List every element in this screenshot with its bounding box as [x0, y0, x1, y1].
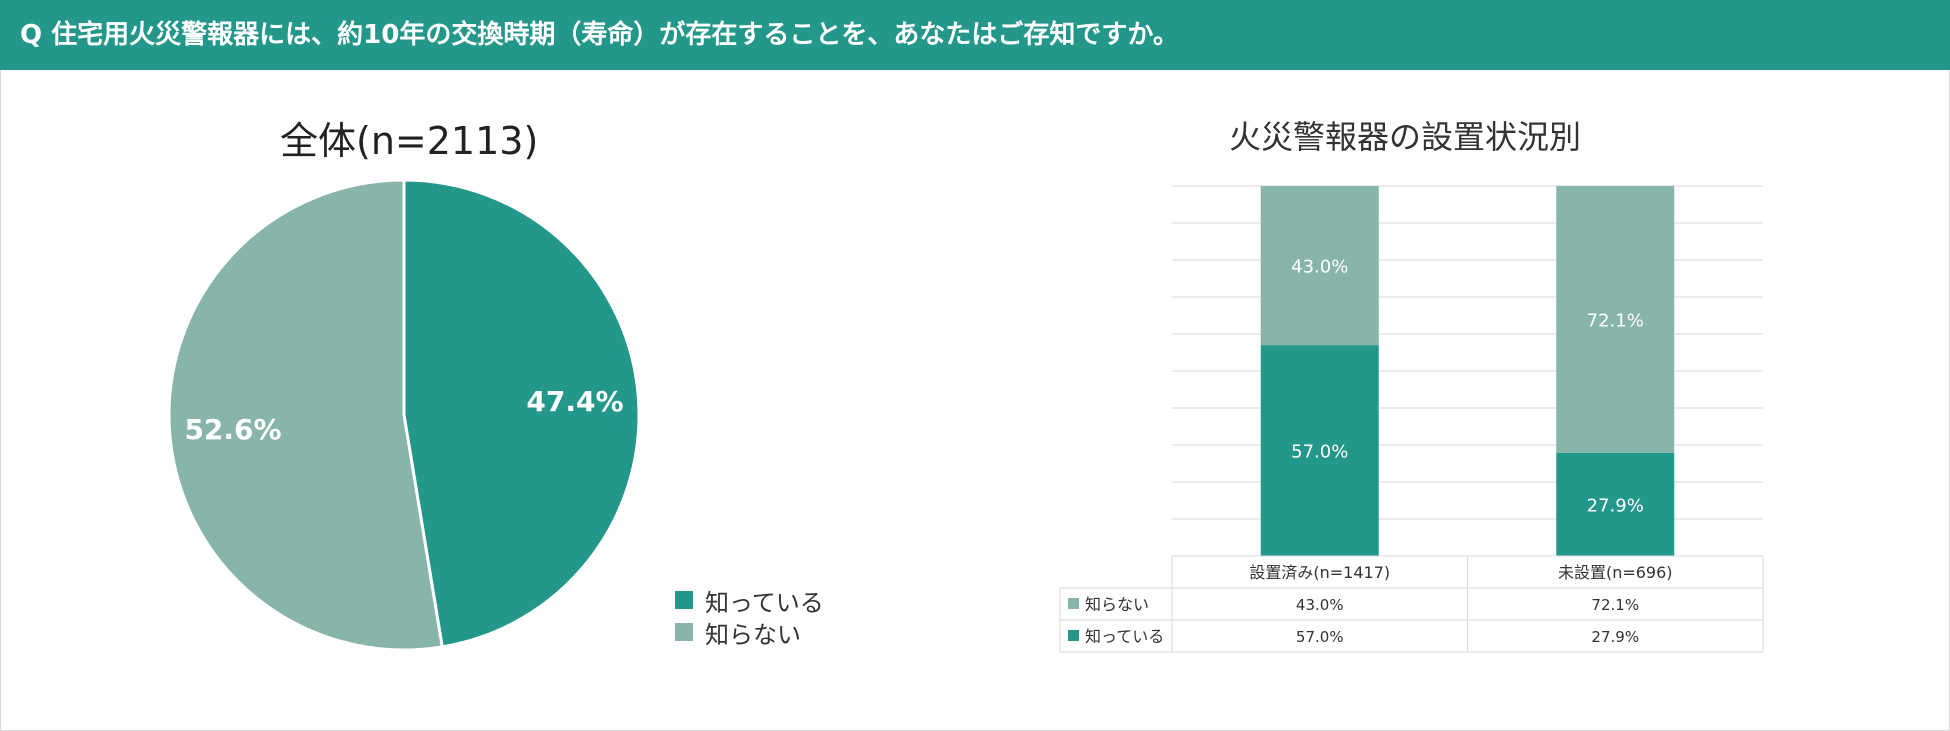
legend-item-dont-know: 知らない [675, 616, 824, 649]
legend-item-know: 知っている [675, 584, 824, 617]
bar-segment-know [1556, 452, 1675, 556]
bar-segment-know [1260, 345, 1379, 556]
bar-data-label: 57.0% [1291, 442, 1348, 463]
bar-segment-dont-know [1556, 186, 1675, 453]
pie-slice-label: 47.4% [526, 385, 623, 418]
bar-chart-title: 火災警報器の設置状況別 [1228, 118, 1581, 156]
legend-label-know: 知っている [705, 588, 824, 617]
table-legend-swatch [1068, 630, 1079, 641]
legend-swatch-know [675, 591, 693, 609]
bar-data-label: 72.1% [1587, 310, 1644, 331]
table-cell: 72.1% [1591, 596, 1639, 614]
pie-slice-dont-know [167, 178, 444, 652]
pie-slice-know [402, 178, 641, 649]
table-legend-swatch [1068, 598, 1079, 609]
table-cell: 57.0% [1296, 628, 1344, 646]
bar-segment-dont-know [1260, 186, 1379, 346]
legend-label-dont-know: 知らない [705, 620, 801, 649]
table-header-cell: 設置済み(n=1417) [1249, 563, 1390, 582]
pie-slice-label: 52.6% [184, 413, 281, 446]
pie-chart-title: 全体(n=2113) [280, 119, 539, 163]
table-row-label: 知らない [1085, 595, 1149, 614]
table-row-label: 知っている [1085, 627, 1164, 646]
bar-data-label: 43.0% [1291, 257, 1348, 278]
legend-swatch-dont-know [675, 623, 693, 641]
question-header: Q 住宅用火災警報器には、約10年の交換時期（寿命）が存在することを、あなたはご… [0, 0, 1950, 70]
bar-data-label: 27.9% [1587, 495, 1644, 516]
pie-legend: 知っている 知らない [675, 584, 824, 649]
table-cell: 43.0% [1296, 596, 1344, 614]
table-cell: 27.9% [1591, 628, 1639, 646]
table-header-cell: 未設置(n=696) [1558, 563, 1673, 582]
